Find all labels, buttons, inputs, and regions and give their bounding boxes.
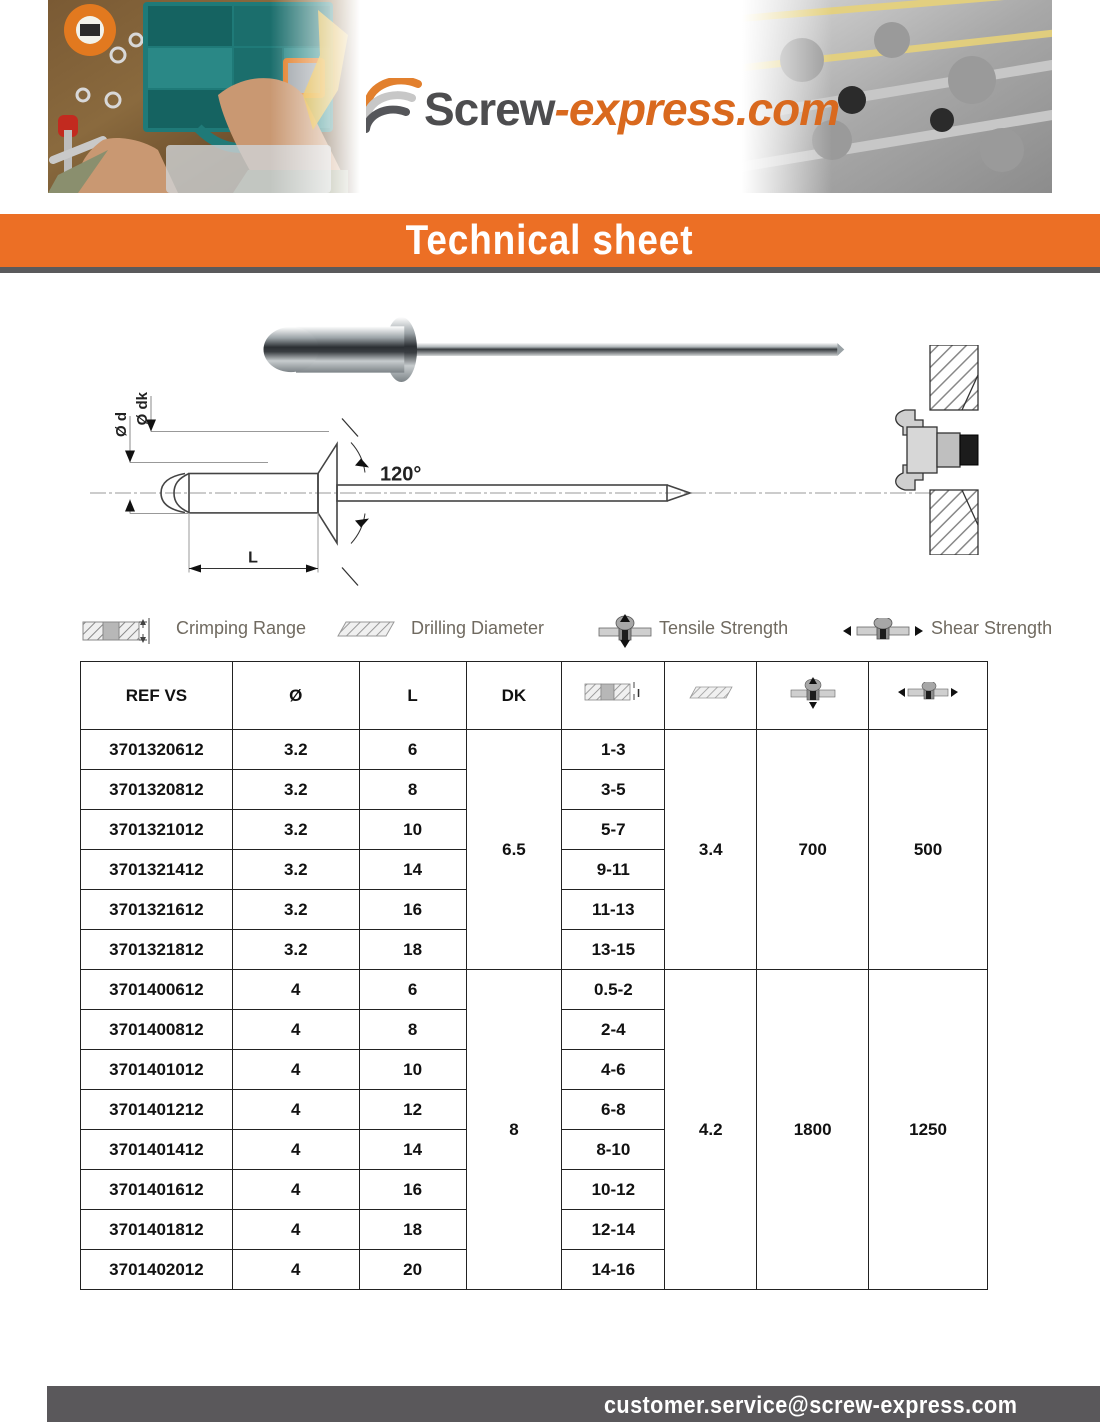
svg-text:120°: 120° [380, 464, 421, 486]
svg-text:l: l [637, 688, 640, 700]
svg-text:Ø dk: Ø dk [134, 391, 151, 425]
svg-text:Ø d: Ø d [113, 412, 130, 437]
svg-text:L: L [248, 550, 258, 567]
